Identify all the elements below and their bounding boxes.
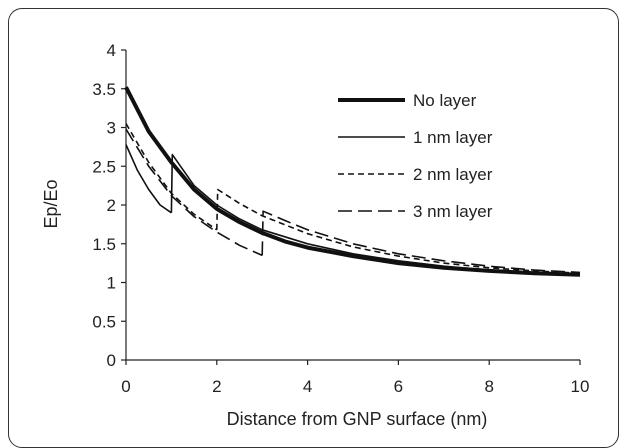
y-tick-label: 1.5 (92, 235, 116, 254)
series-line-3-segment-2 (216, 188, 581, 274)
y-tick-label: 3 (107, 119, 116, 138)
series-line-1-segment-1 (124, 86, 581, 277)
y-axis-title: Ep/Eo (41, 179, 61, 228)
y-tick-label: 1 (107, 274, 116, 293)
series-line-4-segment-1 (125, 128, 263, 257)
axes (125, 50, 580, 361)
series-line-2-segment-1 (125, 144, 172, 214)
y-tick-label: 3.5 (92, 80, 116, 99)
legend-label-3: 2 nm layer (413, 165, 493, 184)
x-tick-label: 4 (303, 377, 312, 396)
legend-label-2: 1 nm layer (413, 128, 493, 147)
x-tick-label: 0 (121, 377, 130, 396)
chart-svg: 0 0.5 1 1.5 2 2.5 3 3.5 4 0 2 4 6 8 10 Ep/Eo Distance… (41, 41, 589, 429)
x-ticks: 0 2 4 6 8 10 (121, 360, 589, 396)
y-tick-label: 0 (107, 351, 116, 370)
series-line-2-segment-2 (170, 153, 581, 275)
y-tick-label: 2.5 (92, 157, 116, 176)
x-tick-label: 10 (571, 377, 590, 396)
x-tick-label: 8 (484, 377, 493, 396)
legend-label-1: No layer (413, 91, 477, 110)
y-tick-label: 4 (107, 41, 116, 60)
series-line-3-segment-1 (125, 123, 218, 231)
series-layer (124, 86, 581, 277)
y-ticks: 0 0.5 1 1.5 2 2.5 3 3.5 4 (92, 41, 126, 370)
legend: No layer 1 nm layer 2 nm layer 3 nm layer (338, 91, 493, 221)
chart-frame (8, 8, 619, 448)
y-tick-label: 0.5 (92, 312, 116, 331)
x-axis-title: Distance from GNP surface (nm) (227, 409, 488, 429)
y-tick-label: 2 (107, 196, 116, 215)
x-tick-label: 6 (394, 377, 403, 396)
legend-label-4: 3 nm layer (413, 202, 493, 221)
series-line-4-segment-2 (261, 210, 581, 274)
x-tick-label: 2 (212, 377, 221, 396)
